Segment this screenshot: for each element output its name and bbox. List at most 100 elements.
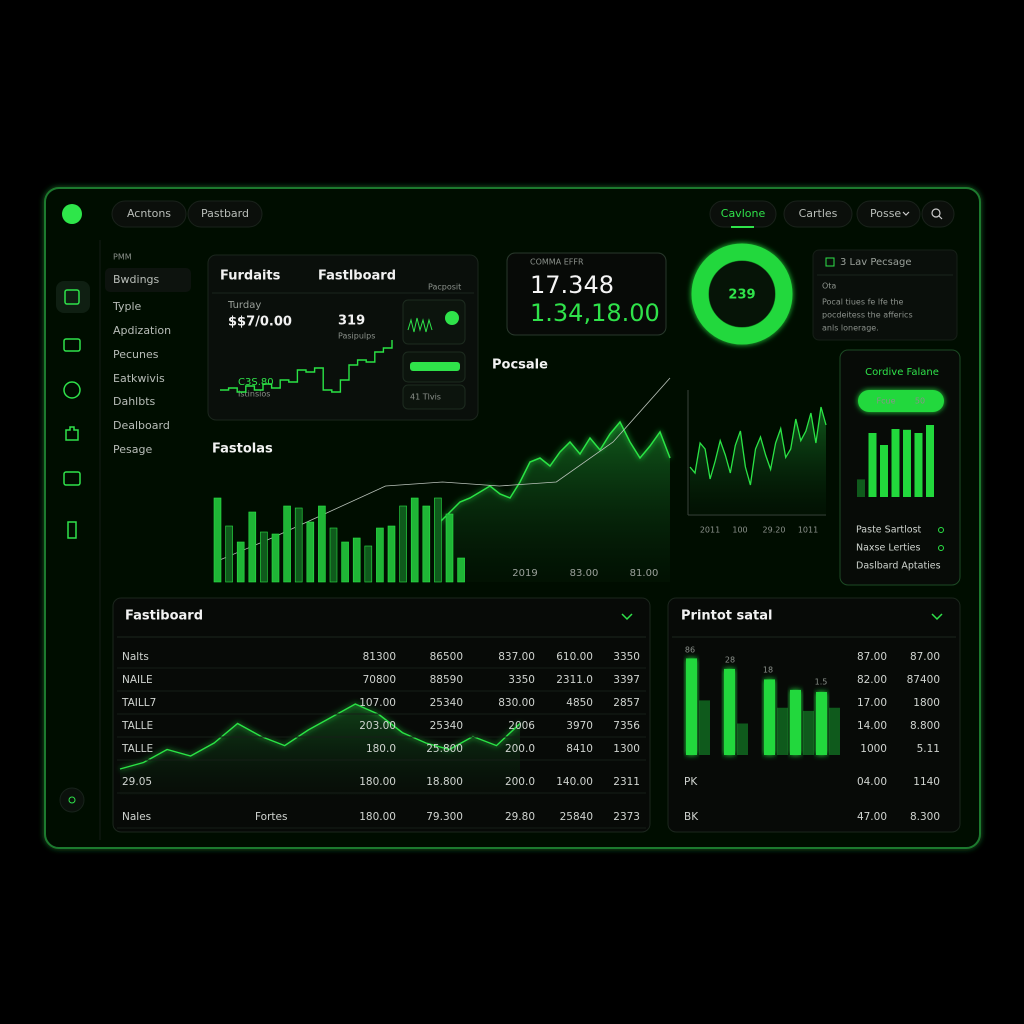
rail-icons [63, 289, 81, 539]
logo[interactable] [62, 204, 82, 224]
step-line [220, 340, 393, 393]
note-line: Pocal tiues fe lfe the [822, 298, 904, 307]
mini-label: 41 Tlvis [410, 393, 441, 402]
x-label: 1011 [798, 526, 818, 535]
legend-item: Daslbard Aptaties [856, 561, 941, 572]
area-line [119, 703, 521, 770]
table-cell: 180.0 [366, 743, 396, 755]
bar [764, 679, 775, 755]
chevron[interactable] [621, 613, 633, 621]
metric-value: 1.34,18.00 [530, 299, 660, 327]
table-cell: 70800 [363, 674, 396, 686]
card-title: Fastiboard [125, 609, 203, 624]
bar [724, 668, 735, 755]
note-label: Ota [822, 282, 836, 291]
rail-icon[interactable] [63, 338, 81, 352]
bar [926, 425, 934, 497]
bar-label: 18 [763, 666, 773, 675]
table-cell: 25340 [430, 697, 463, 709]
search-icon [938, 215, 943, 220]
x-label: 83.00 [570, 568, 599, 579]
table-cell: 8410 [566, 743, 593, 755]
table-cell: TALLE [121, 720, 153, 732]
bar [294, 507, 303, 583]
donut-hole [709, 261, 775, 327]
note-line: anls lonerage. [822, 324, 879, 333]
x-label: 81.00 [630, 568, 659, 579]
bar [737, 723, 748, 755]
donut-label: 239 [728, 288, 755, 303]
table-cell: 81300 [363, 651, 396, 663]
rail-icon[interactable] [63, 381, 81, 399]
rail-icon[interactable] [67, 521, 77, 539]
tab[interactable] [111, 200, 187, 228]
x-label: 100 [732, 526, 747, 535]
bar [790, 689, 801, 755]
toggle-label: Fcue [877, 397, 896, 406]
table-cell: 180.00 [359, 776, 396, 788]
table-cell: 3397 [613, 674, 640, 686]
dropdown[interactable] [856, 200, 921, 228]
chevron[interactable] [931, 613, 943, 621]
nav-item: Pecunes [113, 348, 159, 361]
toggle[interactable] [858, 390, 944, 412]
bar [434, 497, 442, 583]
mini-dot [445, 311, 459, 325]
rail-bottom-icon [68, 796, 76, 804]
mini-wave [407, 317, 433, 333]
bar [341, 541, 349, 583]
table-cell: 14.00 [857, 720, 887, 732]
card-title: Cordive Falane [865, 367, 939, 378]
bar-label: 86 [685, 646, 695, 655]
tab-label: Pastbard [201, 207, 249, 220]
metric-value: C3S.80 [238, 377, 274, 388]
table-cell: 18.800 [426, 776, 463, 788]
table-cell: 2006 [508, 720, 535, 732]
nav-item: Apdization [113, 324, 171, 337]
search-button[interactable] [921, 200, 955, 228]
legend-item: Paste Sartlost [856, 525, 922, 536]
table-cell: 29.80 [505, 811, 535, 823]
area-fill [440, 422, 670, 582]
card [812, 249, 958, 341]
rail-bottom[interactable] [59, 787, 85, 813]
bar [422, 505, 431, 583]
x-label: 2011 [700, 526, 720, 535]
bar [457, 557, 465, 583]
card [112, 597, 651, 833]
table-cell: Nales [122, 811, 151, 823]
table-cell: 25340 [430, 720, 463, 732]
bar [376, 527, 384, 583]
table-cell: 79.300 [426, 811, 463, 823]
bar [816, 692, 827, 755]
mini-card [402, 299, 466, 345]
rail-icon[interactable] [63, 471, 81, 486]
bar [225, 525, 233, 583]
bar [410, 497, 419, 583]
table-cell: 5.11 [917, 743, 940, 755]
table-cell: 1800 [913, 697, 940, 709]
tab[interactable] [783, 200, 853, 228]
chart-label: Pocsale [492, 358, 548, 373]
table-cell: 47.00 [857, 811, 887, 823]
nav-item: Dahlbts [113, 395, 156, 408]
bar [857, 479, 865, 497]
bar-label: 28 [725, 656, 735, 665]
bar [829, 707, 840, 755]
rail-icon[interactable] [65, 426, 79, 441]
x-label: 2019 [512, 568, 537, 579]
metric-label: Turday [227, 300, 261, 311]
bar [318, 505, 326, 583]
table-cell: BK [684, 811, 699, 823]
bar [283, 505, 291, 583]
tab[interactable] [187, 200, 263, 228]
rail-icon[interactable] [64, 289, 80, 305]
area-fill [120, 704, 520, 795]
bar [699, 700, 710, 755]
table-cell: 1000 [860, 743, 887, 755]
legend-item: Naxse Lerties [856, 543, 920, 554]
bar [329, 527, 338, 583]
line [689, 406, 827, 486]
bar [445, 513, 454, 583]
metric-value: 17.348 [530, 271, 614, 299]
